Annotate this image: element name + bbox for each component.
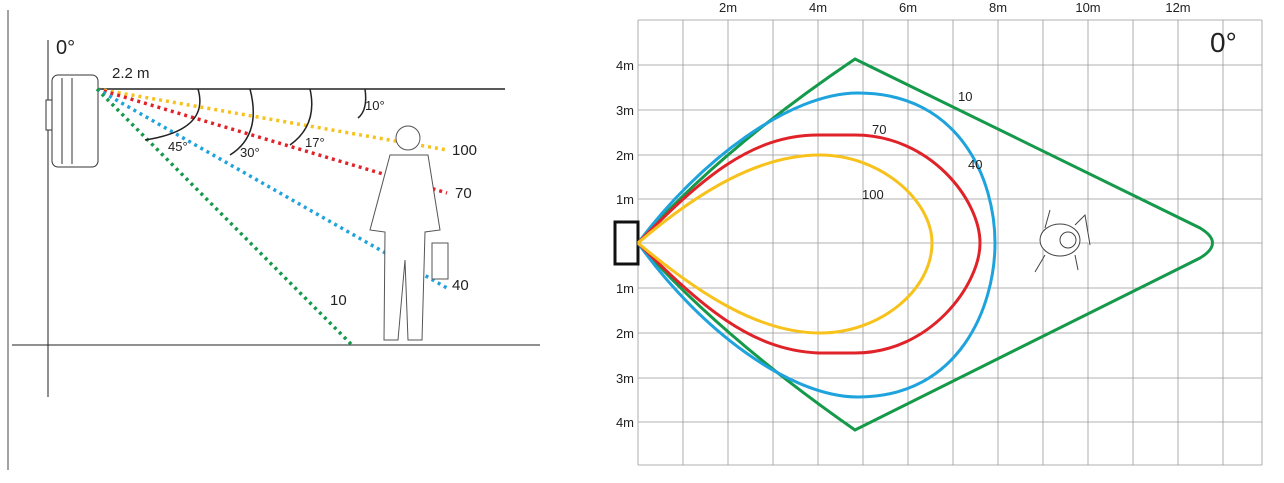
angle: 10° [365, 98, 385, 113]
zone [636, 91, 997, 399]
x-label: 4m [809, 0, 827, 15]
range: 100 [452, 142, 477, 159]
height-label: 2.2 m [112, 65, 150, 82]
y-label: 2m [616, 148, 634, 163]
angle-arcs [144, 88, 367, 156]
beam [96, 87, 448, 195]
grid [637, 19, 1263, 466]
sensor [613, 220, 640, 266]
zone [637, 153, 934, 335]
zone-label: 70 [872, 122, 886, 137]
range: 10 [330, 292, 347, 309]
sensor [45, 74, 99, 168]
range: 40 [452, 277, 469, 294]
range: 70 [455, 185, 472, 202]
angle: 45° [168, 139, 188, 154]
zone-label: 100 [862, 187, 884, 202]
y-label: 3m [616, 371, 634, 386]
x-label: 2m [719, 0, 737, 15]
x-label: 10m [1075, 0, 1100, 15]
x-label: 12m [1165, 0, 1190, 15]
zone [636, 133, 982, 355]
angle: 17° [305, 135, 325, 150]
top-view: 0° 10 40 70 100 2m 4m 6m 8m 10m 12m 4m 3m 2m 1m 1m… [613, 0, 1263, 466]
y-label: 3m [616, 103, 634, 118]
angle-label: 0° [56, 37, 75, 59]
side-view: 0° 2.2 m 10° 17° 30° 45° 100 70 40 10 [7, 10, 540, 470]
angle: 30° [240, 145, 260, 160]
y-label: 1m [616, 281, 634, 296]
beam [96, 87, 448, 152]
y-label: 2m [616, 326, 634, 341]
zone-label: 10 [958, 89, 972, 104]
x-label: 8m [989, 0, 1007, 15]
person [1034, 209, 1091, 273]
y-label: 4m [616, 415, 634, 430]
beams [95, 87, 448, 347]
x-label: 6m [899, 0, 917, 15]
y-label: 4m [616, 58, 634, 73]
angle-label: 0° [1210, 27, 1237, 58]
y-label: 1m [616, 192, 634, 207]
zone [636, 57, 1214, 432]
zones [636, 57, 1214, 432]
person [369, 125, 449, 341]
zone-label: 40 [968, 157, 982, 172]
beam [95, 87, 354, 347]
